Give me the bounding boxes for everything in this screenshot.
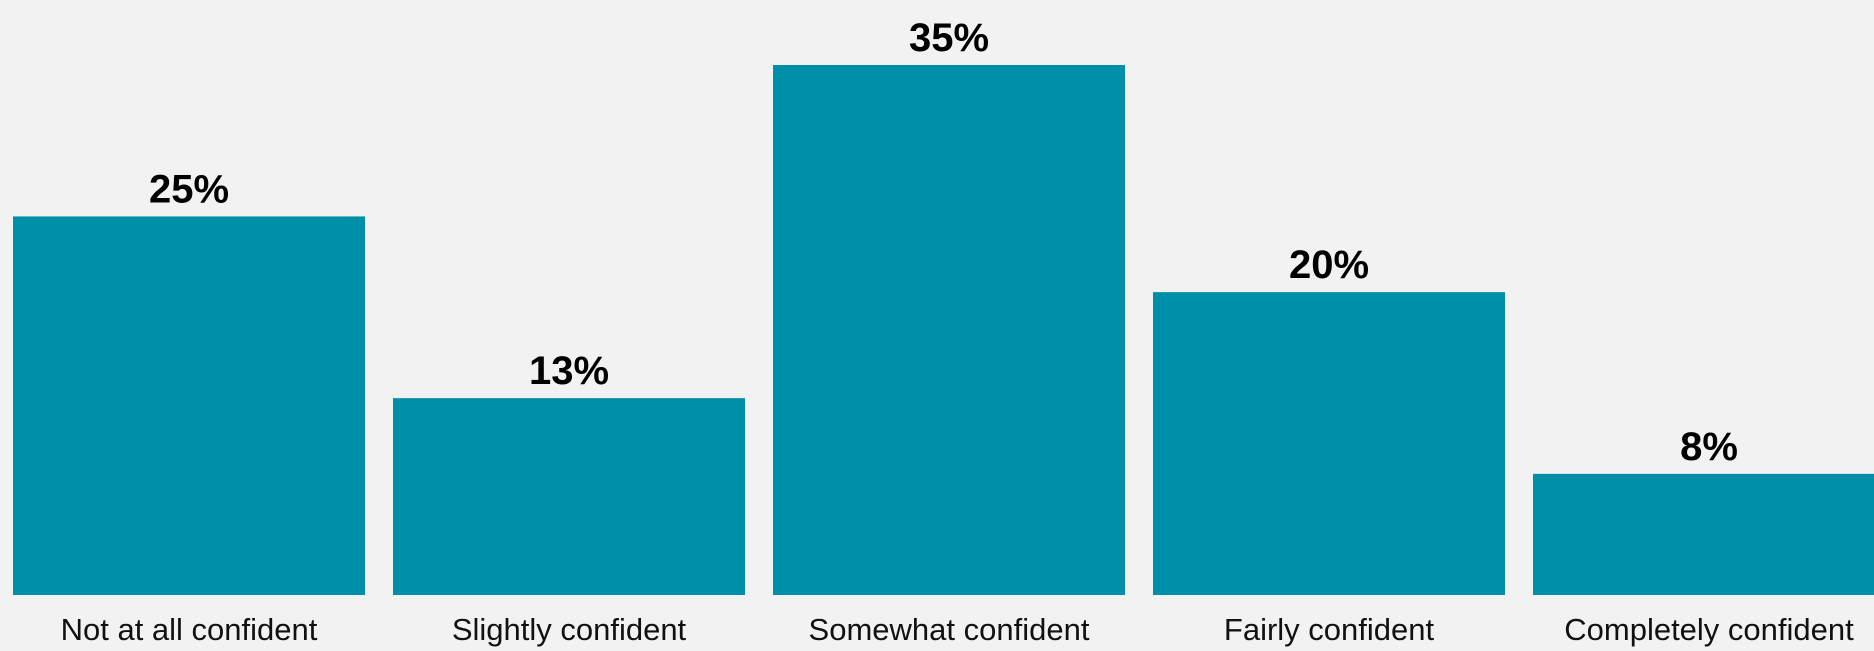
value-label-0: 25%: [149, 167, 229, 211]
value-label-4: 8%: [1680, 425, 1738, 469]
bar-3: [1153, 292, 1505, 595]
bars-group: [13, 65, 1874, 595]
bar-2: [773, 65, 1125, 595]
bar-0: [13, 216, 365, 595]
value-label-3: 20%: [1289, 243, 1369, 287]
category-label-0: Not at all confident: [61, 612, 318, 647]
category-label-4: Completely confident: [1564, 612, 1854, 647]
category-labels-group: Not at all confident Slightly confident So…: [61, 612, 1855, 647]
category-label-2: Somewhat confident: [809, 612, 1090, 647]
value-label-1: 13%: [529, 349, 609, 393]
value-label-2: 35%: [909, 16, 989, 60]
bar-4: [1533, 473, 1874, 595]
category-label-3: Fairly confident: [1224, 612, 1435, 647]
value-labels-group: 25% 13% 35% 20% 8%: [149, 16, 1738, 469]
category-label-1: Slightly confident: [452, 612, 687, 647]
bar-1: [393, 398, 745, 595]
